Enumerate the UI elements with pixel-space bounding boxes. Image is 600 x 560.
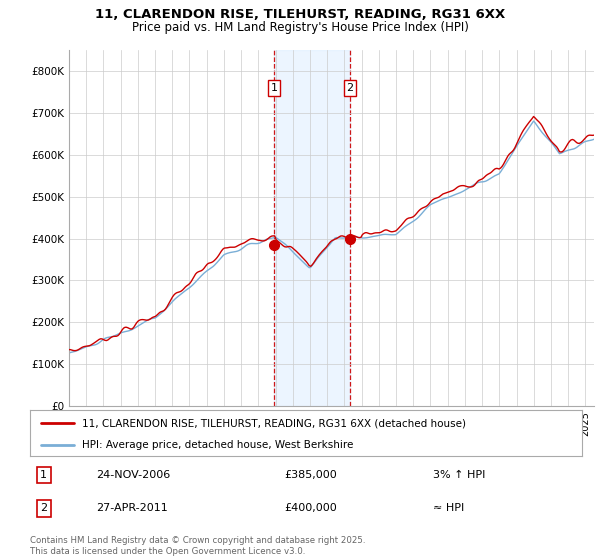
Text: £385,000: £385,000 bbox=[284, 470, 337, 480]
Text: 1: 1 bbox=[40, 470, 47, 480]
Text: 27-APR-2011: 27-APR-2011 bbox=[96, 503, 168, 514]
Text: HPI: Average price, detached house, West Berkshire: HPI: Average price, detached house, West… bbox=[82, 440, 354, 450]
Text: 24-NOV-2006: 24-NOV-2006 bbox=[96, 470, 170, 480]
Text: £400,000: £400,000 bbox=[284, 503, 337, 514]
Text: 11, CLARENDON RISE, TILEHURST, READING, RG31 6XX: 11, CLARENDON RISE, TILEHURST, READING, … bbox=[95, 8, 505, 21]
Text: 2: 2 bbox=[346, 83, 353, 93]
Text: Price paid vs. HM Land Registry's House Price Index (HPI): Price paid vs. HM Land Registry's House … bbox=[131, 21, 469, 34]
Text: ≈ HPI: ≈ HPI bbox=[433, 503, 464, 514]
Text: 3% ↑ HPI: 3% ↑ HPI bbox=[433, 470, 485, 480]
Text: 2: 2 bbox=[40, 503, 47, 514]
Text: Contains HM Land Registry data © Crown copyright and database right 2025.
This d: Contains HM Land Registry data © Crown c… bbox=[30, 536, 365, 556]
Bar bbox=[274, 50, 350, 406]
Text: 11, CLARENDON RISE, TILEHURST, READING, RG31 6XX (detached house): 11, CLARENDON RISE, TILEHURST, READING, … bbox=[82, 418, 466, 428]
Text: 1: 1 bbox=[271, 83, 277, 93]
